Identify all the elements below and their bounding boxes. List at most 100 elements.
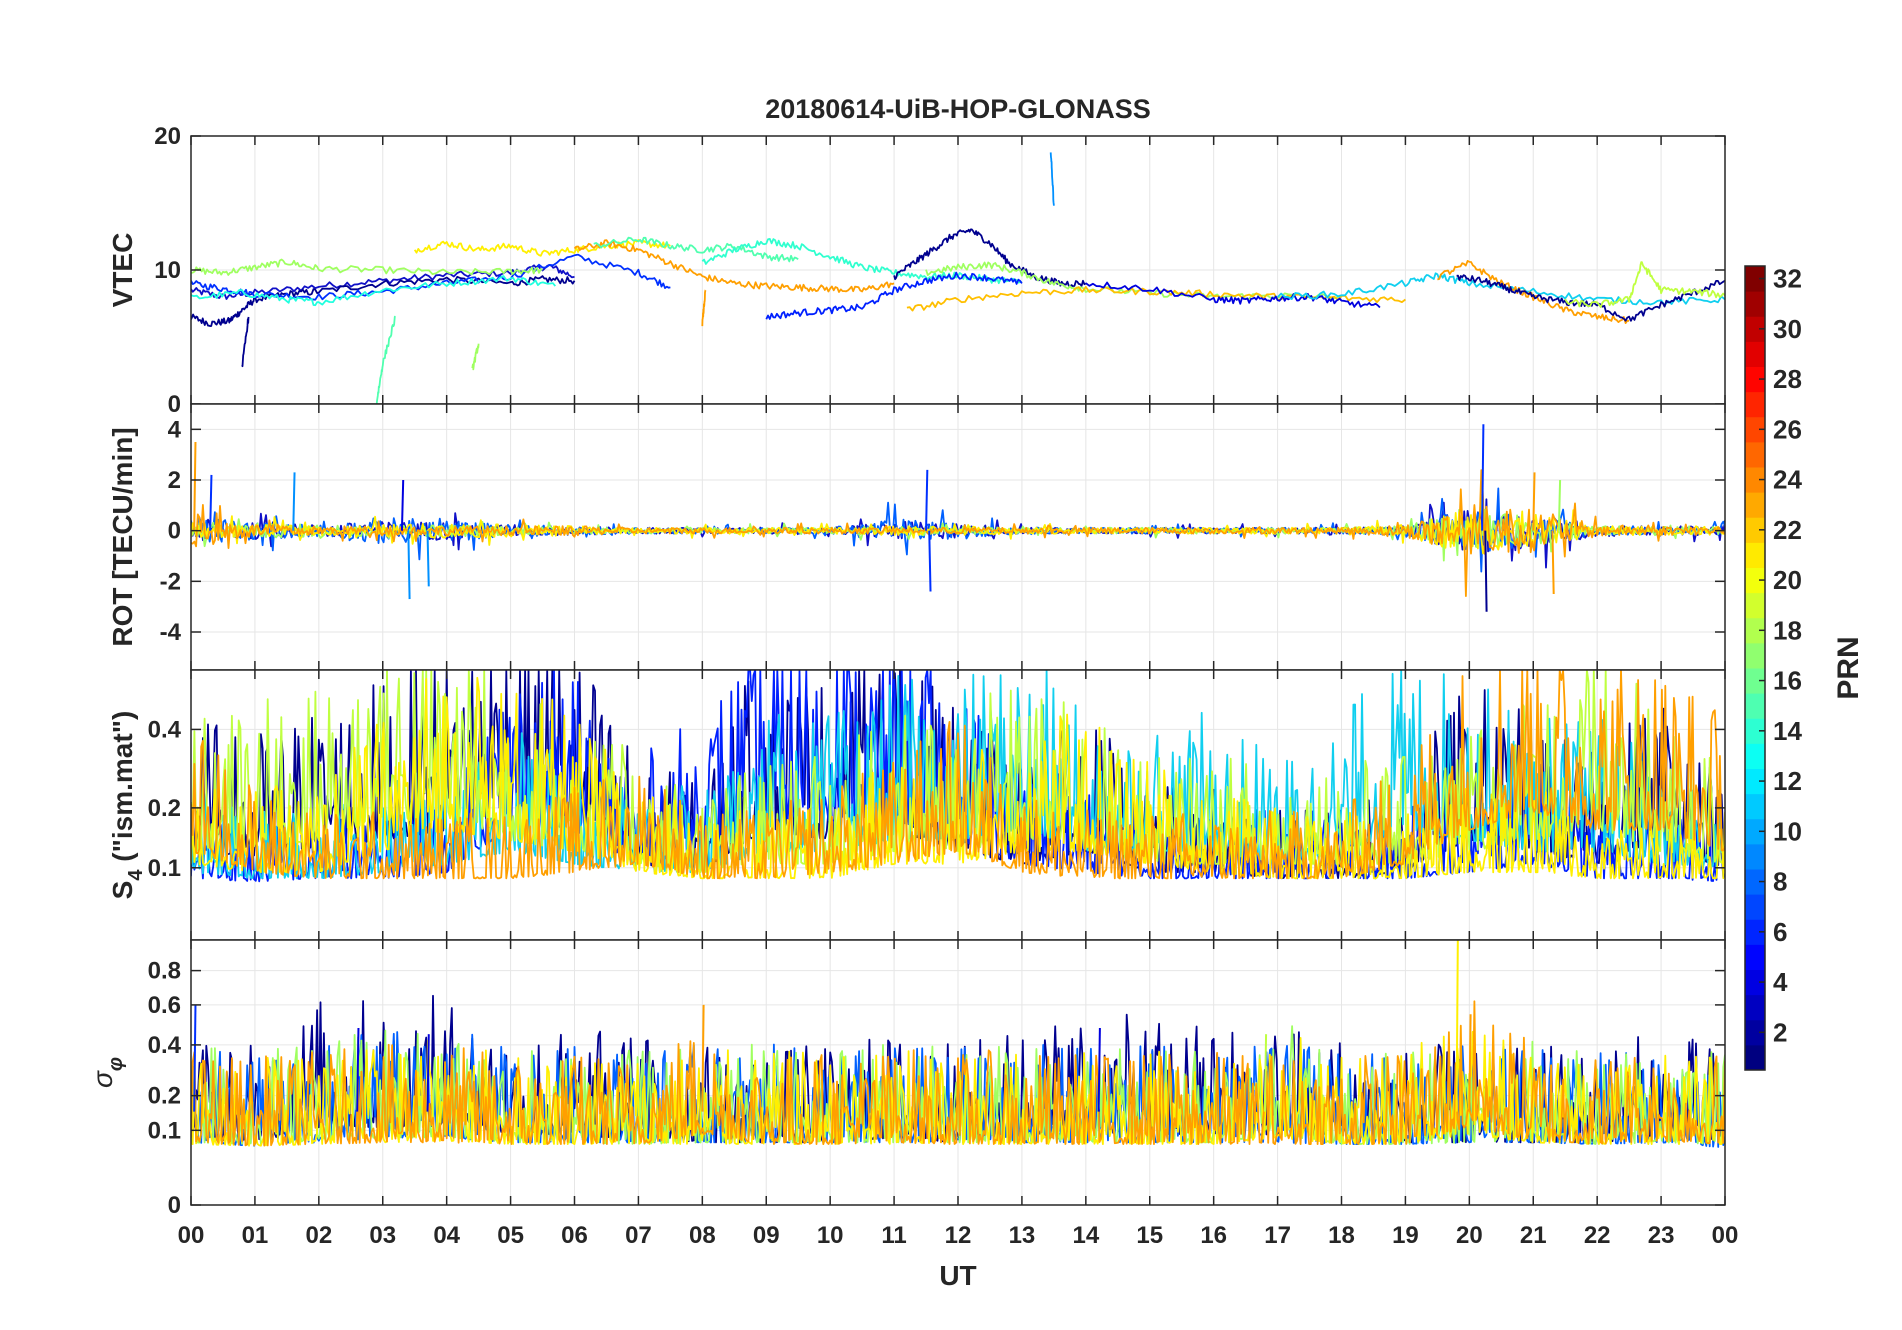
- panel-sigma-phi: 0 0.1 0.2 0.4 0.6 0.8 σφ 00 01 02 03 04 05 06 07 08 09 10…: [87, 939, 1738, 1249]
- y-axis-label: ROT [TECU/min]: [107, 427, 138, 646]
- x-tick-label: 18: [1328, 1222, 1355, 1249]
- colorbar-swatch: [1745, 1019, 1765, 1046]
- colorbar-frame: [1744, 265, 1766, 1071]
- colorbar-swatch: [1745, 818, 1765, 845]
- colorbar-tick-label: 14: [1773, 716, 1802, 746]
- colorbar-swatch: [1745, 567, 1765, 594]
- series-group: [191, 940, 1725, 1148]
- panel-s4: 0.10.20.4S4 ("ism.mat"): [107, 669, 1726, 941]
- spike-mark: [925, 469, 929, 531]
- spike-mark: [1557, 479, 1562, 531]
- spike-mark: [209, 474, 213, 531]
- x-tick-label: 03: [369, 1222, 396, 1249]
- spike-mark: [1481, 424, 1485, 531]
- series-line-prn-23: [191, 469, 1725, 597]
- colorbar-tick-label: 6: [1773, 917, 1787, 947]
- x-tick-label: 16: [1200, 1222, 1227, 1249]
- x-axis-label: UT: [939, 1260, 976, 1291]
- x-tick-label: 21: [1520, 1222, 1547, 1249]
- series-line-prn-23: [701, 289, 707, 327]
- colorbar-tick-label: 8: [1773, 867, 1787, 897]
- figure-title: 20180614-UiB-HOP-GLONASS: [765, 94, 1151, 124]
- y-axis-label-sub: 4: [125, 869, 147, 881]
- colorbar-tick-label: 16: [1773, 666, 1802, 696]
- x-tick-label: 22: [1584, 1222, 1611, 1249]
- x-tick-label: 17: [1264, 1222, 1291, 1249]
- colorbar-tick-label: 4: [1773, 967, 1788, 997]
- colorbar-tick-label: 32: [1773, 264, 1802, 294]
- x-tick-label: 04: [433, 1222, 460, 1249]
- colorbar-swatch: [1745, 944, 1765, 970]
- series-line-prn-16: [471, 343, 480, 371]
- colorbar-swatch: [1745, 768, 1765, 795]
- x-tick-label: 01: [242, 1222, 269, 1249]
- y-tick-label: 0: [168, 518, 181, 545]
- series-group: [191, 670, 1725, 883]
- series-line-prn-3: [191, 498, 1725, 569]
- y-tick-label: -4: [160, 619, 182, 646]
- colorbar-swatch: [1745, 994, 1765, 1021]
- colorbar-tick-label: 2: [1773, 1017, 1787, 1047]
- colorbar-tick-label: 12: [1773, 766, 1802, 796]
- spike-mark: [1097, 1028, 1101, 1112]
- y-axis-label-main: σ: [87, 1070, 118, 1088]
- colorbar-swatch: [1745, 467, 1765, 493]
- spike-mark: [1263, 1034, 1268, 1112]
- x-tick-label: 19: [1392, 1222, 1419, 1249]
- colorbar-tick-label: 30: [1773, 314, 1802, 344]
- y-tick-label: 0.1: [148, 1117, 181, 1144]
- colorbar-swatch: [1745, 391, 1765, 418]
- colorbar-swatch: [1745, 341, 1765, 367]
- series-line-prn-15: [593, 236, 799, 263]
- colorbar-swatch: [1745, 416, 1765, 443]
- colorbar-tick-label: 18: [1773, 615, 1802, 645]
- y-tick-label: 0.2: [148, 795, 181, 822]
- series-line-prn-23: [573, 239, 895, 293]
- series-line-prn-16: [191, 258, 543, 276]
- colorbar-tick-label: 24: [1773, 465, 1802, 495]
- colorbar-swatch: [1745, 492, 1765, 518]
- colorbar-swatch: [1745, 542, 1765, 568]
- series-line-prn-23: [1437, 259, 1630, 325]
- y-tick-label: 0: [168, 1192, 181, 1219]
- series-line-prn-7: [765, 271, 1023, 320]
- y-axis-label-main: S: [107, 881, 138, 900]
- colorbar-swatch: [1745, 366, 1765, 393]
- colorbar-swatch: [1745, 743, 1765, 769]
- x-tick-label: 00: [178, 1222, 205, 1249]
- spike-mark: [400, 479, 405, 531]
- x-tick-label: 23: [1648, 1222, 1675, 1249]
- series-group: [191, 152, 1725, 404]
- y-axis-label: S4 ("ism.mat"): [107, 711, 147, 900]
- series-line-prn-17: [1564, 261, 1725, 309]
- spike-mark: [1532, 472, 1536, 531]
- colorbar-swatch: [1745, 642, 1765, 669]
- x-tick-label: 02: [305, 1222, 332, 1249]
- x-tick-label: 15: [1136, 1222, 1163, 1249]
- series-group: [191, 424, 1725, 612]
- series-line-prn-20: [191, 676, 1725, 880]
- colorbar-swatch: [1745, 592, 1765, 619]
- series-line-prn-4: [1085, 281, 1381, 309]
- y-tick-label: 0: [168, 391, 181, 418]
- spike-mark: [928, 530, 932, 592]
- colorbar-tick-label: 10: [1773, 816, 1802, 846]
- y-tick-label: 2: [168, 467, 181, 494]
- x-tick-label: 06: [561, 1222, 588, 1249]
- colorbar-swatch: [1745, 869, 1765, 895]
- y-tick-label: 10: [154, 257, 181, 284]
- spike-mark: [426, 530, 430, 587]
- colorbar-swatch: [1745, 969, 1765, 996]
- colorbar-swatch: [1745, 919, 1765, 945]
- y-tick-label: 0.4: [148, 1032, 182, 1059]
- colorbar-tick-label: 22: [1773, 515, 1802, 545]
- spike-mark: [1468, 1014, 1472, 1112]
- series-line-prn-23: [191, 670, 1725, 880]
- y-tick-label: 0.6: [148, 992, 181, 1019]
- y-tick-label: 4: [168, 416, 182, 443]
- series-line-prn-2: [191, 275, 576, 328]
- spike-mark: [407, 530, 411, 600]
